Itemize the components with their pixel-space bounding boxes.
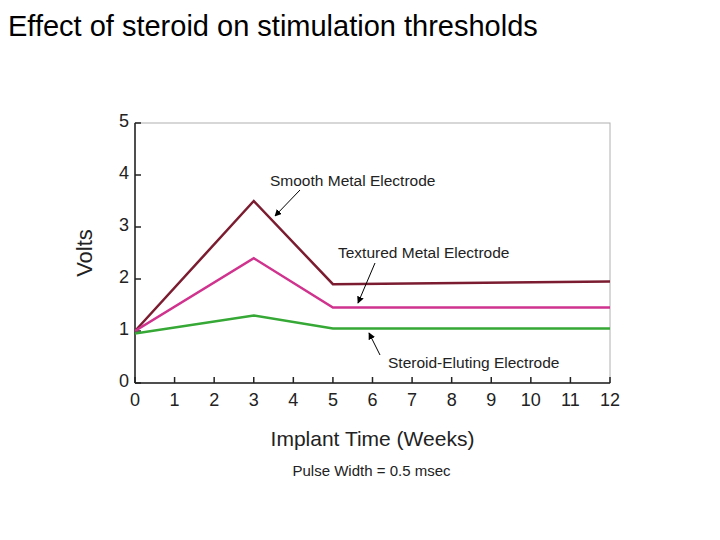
x-axis-label: Implant Time (Weeks) <box>271 427 475 450</box>
x-tick-label: 10 <box>521 390 541 410</box>
chart: 0123456789101112012345Implant Time (Week… <box>0 0 720 540</box>
y-tick <box>135 278 141 280</box>
series-label: Steroid-Eluting Electrode <box>388 354 559 371</box>
x-tick-label: 2 <box>209 390 219 410</box>
y-tick <box>135 174 141 176</box>
x-tick <box>134 377 136 383</box>
x-tick <box>174 377 176 383</box>
x-tick <box>609 377 611 383</box>
y-tick-label: 4 <box>119 163 129 183</box>
plot-frame <box>135 123 610 383</box>
label-arrow <box>369 333 380 355</box>
label-arrow <box>358 263 375 303</box>
y-tick <box>135 122 141 124</box>
series-line <box>135 315 610 333</box>
x-tick <box>332 377 334 383</box>
x-tick <box>570 377 572 383</box>
label-arrow <box>275 190 300 216</box>
x-tick-label: 6 <box>367 390 377 410</box>
x-tick-label: 8 <box>447 390 457 410</box>
y-tick-label: 0 <box>119 371 129 391</box>
y-tick-label: 5 <box>119 111 129 131</box>
title: Effect of steroid on stimulation thresho… <box>8 10 538 43</box>
x-tick <box>491 377 493 383</box>
x-tick-label: 3 <box>249 390 259 410</box>
x-tick <box>253 377 255 383</box>
x-tick-label: 9 <box>486 390 496 410</box>
y-tick-label: 3 <box>119 215 129 235</box>
subtitle: Pulse Width = 0.5 msec <box>293 462 451 479</box>
y-axis <box>134 123 136 383</box>
x-tick-label: 5 <box>328 390 338 410</box>
series-label: Smooth Metal Electrode <box>270 172 435 189</box>
x-tick <box>411 377 413 383</box>
x-tick-label: 11 <box>561 390 580 410</box>
y-axis-label: Volts <box>72 229 97 277</box>
x-tick-label: 0 <box>130 390 140 410</box>
x-tick <box>530 377 532 383</box>
x-tick <box>293 377 295 383</box>
series-line <box>135 258 610 331</box>
y-tick-label: 1 <box>119 319 129 339</box>
x-tick-label: 12 <box>600 390 620 410</box>
x-tick-label: 1 <box>170 390 180 410</box>
x-tick <box>213 377 215 383</box>
x-tick-label: 4 <box>288 390 298 410</box>
series-label: Textured Metal Electrode <box>338 244 509 261</box>
y-tick <box>135 382 141 384</box>
y-tick <box>135 226 141 228</box>
x-tick <box>451 377 453 383</box>
series-line <box>135 201 610 331</box>
x-tick <box>372 377 374 383</box>
series-group <box>135 201 610 334</box>
y-tick-label: 2 <box>119 267 129 287</box>
x-tick-label: 7 <box>407 390 417 410</box>
